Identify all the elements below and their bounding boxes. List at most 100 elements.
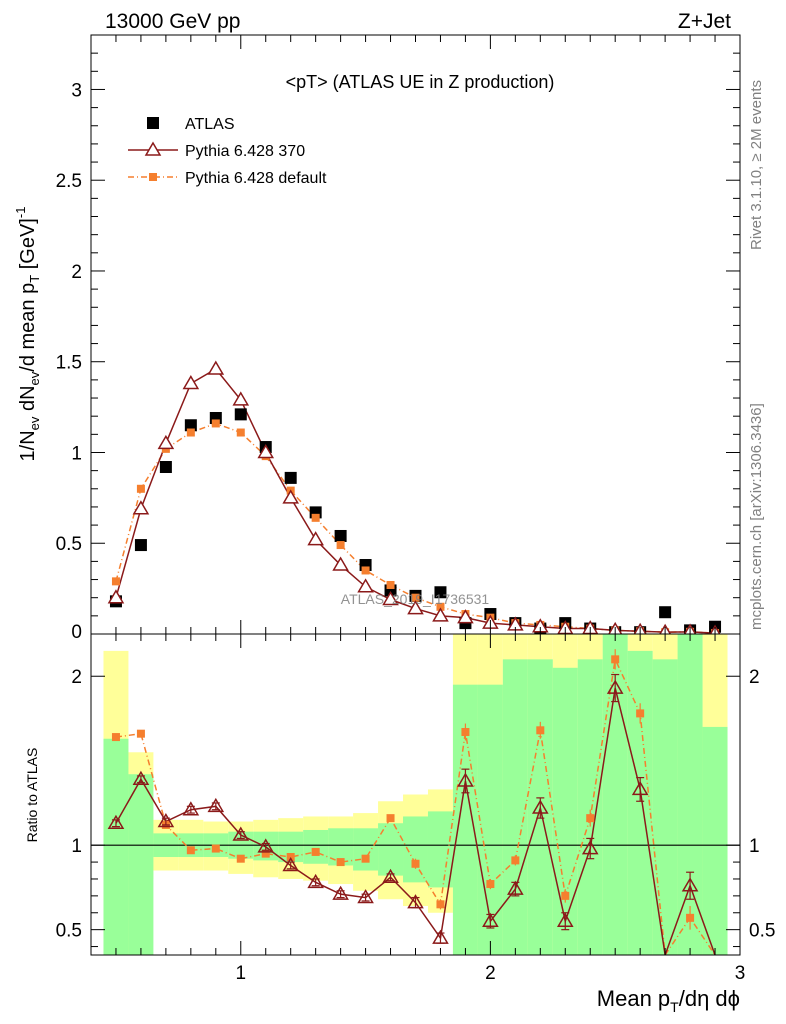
- main-ytick-label: 1: [71, 443, 82, 464]
- pythia-default-point: [211, 419, 220, 428]
- ratio-point-pythia-370: [532, 799, 549, 814]
- ratio-xtick-label: 2: [485, 963, 496, 984]
- pythia-default-point: [361, 566, 370, 575]
- ratio-point-pythia-370: [407, 894, 424, 909]
- main-ytick-label: 3: [71, 80, 82, 101]
- ratio-point-pythia-default: [586, 814, 595, 823]
- main-title: <pT> (ATLAS UE in Z production): [286, 72, 555, 92]
- ratio-point-pythia-370: [132, 770, 150, 786]
- legend: ATLAS Pythia 6.428 370 Pythia 6.428 defa…: [128, 116, 327, 187]
- ratio-point-pythia-370: [382, 868, 399, 884]
- ratio-point-pythia-default: [411, 859, 420, 868]
- ratio-point-pythia-default: [186, 846, 195, 855]
- ratio-point-pythia-default: [336, 858, 345, 867]
- side-label-mcplots: mcplots.cern.ch [arXiv:1306.3436]: [748, 403, 765, 630]
- pythia-370-point: [282, 489, 299, 504]
- uncertainty-band-green: [502, 659, 528, 955]
- ratio-point-pythia-default: [361, 854, 370, 863]
- uncertainty-band-green: [427, 811, 453, 888]
- legend-marker-atlas: [147, 117, 159, 129]
- ratio-point-pythia-default: [511, 856, 520, 865]
- ylabel-part-g: [GeV]: [17, 218, 39, 275]
- ratio-point-pythia-default: [686, 913, 695, 922]
- pythia-370-point: [132, 500, 150, 515]
- atlas-point: [434, 586, 447, 599]
- header-left: 13000 GeV pp: [105, 10, 240, 33]
- ylabel-part-d: ev: [27, 371, 42, 385]
- ratio-point-pythia-370: [658, 973, 672, 985]
- pythia-default-point: [136, 484, 145, 493]
- ratio-point-pythia-370: [307, 873, 324, 889]
- pythia-default-point: [411, 593, 420, 602]
- ratio-point-pythia-default: [436, 900, 445, 909]
- xlabel-part-c: /dη dϕ: [679, 986, 740, 1011]
- ylabel-part-c: dN: [17, 385, 39, 416]
- ylabel-part-h: -1: [13, 207, 28, 219]
- ratio-ytick-label-right: 0.5: [749, 921, 775, 942]
- main-axes: 0.5 1 1.5 2 2.5 3 0: [56, 35, 741, 643]
- ratio-ytick-label-left: 1: [71, 836, 82, 857]
- pythia-default-point: [311, 513, 320, 522]
- ratio-point-pythia-default: [111, 733, 120, 742]
- pythia-370-point: [357, 578, 374, 593]
- pythia-370-point: [382, 591, 399, 606]
- legend-label-p370: Pythia 6.428 370: [185, 143, 305, 160]
- ratio-point-pythia-370: [282, 856, 299, 872]
- uncertainty-band-green: [353, 828, 379, 871]
- ratio-ytick-label-right: 1: [749, 836, 760, 857]
- ratio-point-pythia-370: [507, 880, 524, 895]
- ratio-point-pythia-default: [386, 814, 395, 823]
- ratio-point-pythia-370: [107, 814, 125, 829]
- ratio-point-pythia-370: [581, 840, 599, 855]
- main-panel: 0.5 1 1.5 2 2.5 3 0 <pT> (ATLAS UE in Z produc…: [13, 34, 741, 643]
- ratio-point-pythia-370: [432, 929, 449, 944]
- uncertainty-band-green: [677, 634, 703, 955]
- ratio-point-pythia-default: [661, 976, 669, 984]
- ylabel-part-a: 1/N: [17, 430, 39, 461]
- legend-marker-p370: [144, 141, 162, 156]
- uncertainty-band-green: [128, 774, 154, 955]
- ratio-point-pythia-default: [261, 849, 270, 858]
- ratio-point-pythia-370: [232, 826, 250, 841]
- ratio-point-pythia-default: [211, 844, 220, 853]
- xlabel-part-a: Mean p: [597, 986, 670, 1011]
- atlas-point: [234, 408, 247, 421]
- ratio-point-pythia-default: [461, 727, 470, 736]
- ratio-point-pythia-default: [561, 891, 570, 900]
- uncertainty-band-green: [103, 738, 129, 955]
- ratio-point-pythia-default: [136, 729, 145, 738]
- ylabel-part-f: T: [27, 275, 42, 283]
- pythia-default-point: [436, 602, 445, 611]
- ratio-ytick-label-right: 2: [749, 667, 760, 688]
- pythia-370-point: [407, 600, 424, 615]
- pythia-370-point: [307, 531, 324, 546]
- main-ytick-label: 1.5: [56, 353, 82, 374]
- main-ytick-label: 0.5: [56, 534, 82, 555]
- ratio-point-pythia-370: [556, 912, 574, 927]
- watermark: ATLAS_2019_I1736531: [341, 591, 490, 607]
- legend-label-pdef: Pythia 6.428 default: [185, 170, 327, 187]
- pythia-370-point: [457, 609, 474, 624]
- pythia-default-point: [236, 428, 245, 437]
- pythia-370-point: [432, 607, 449, 622]
- ratio-point-pythia-370: [631, 780, 649, 796]
- ratio-point-pythia-370: [457, 772, 474, 787]
- ratio-xtick-label: 3: [735, 963, 746, 984]
- atlas-point: [184, 419, 197, 432]
- ylabel-part-b: ev: [27, 416, 42, 430]
- header-right: Z+Jet: [678, 10, 731, 33]
- ratio-point-pythia-370: [482, 912, 499, 927]
- ratio-point-pythia-default: [636, 709, 645, 718]
- uncertainty-band-green: [403, 816, 428, 883]
- main-ylabel: 1/Nev dNev/d mean pT [GeV]-1: [13, 207, 42, 462]
- side-label-rivet: Rivet 3.1.10, ≥ 2M events: [748, 80, 765, 250]
- pythia-370-point: [107, 589, 125, 604]
- ratio-point-pythia-370: [606, 679, 624, 694]
- ratio-marks: [91, 649, 740, 985]
- atlas-point: [659, 606, 672, 619]
- pythia-default-point: [386, 580, 395, 589]
- ratio-point-pythia-370: [157, 813, 175, 828]
- ratio-point-pythia-370: [357, 889, 374, 904]
- pythia-370-point: [232, 391, 250, 406]
